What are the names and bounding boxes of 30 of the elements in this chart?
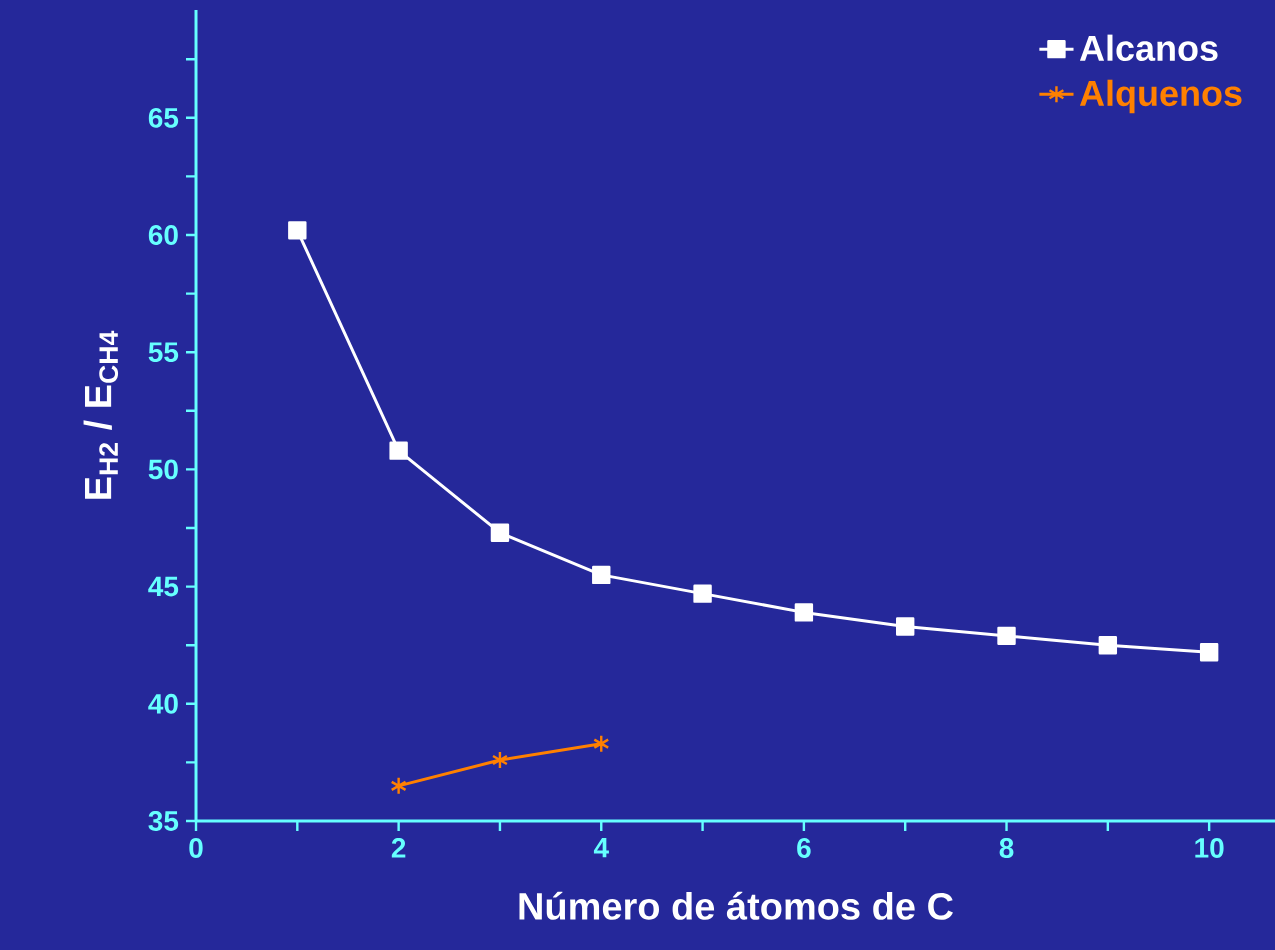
point <box>491 750 509 770</box>
point <box>997 626 1016 646</box>
x-tick-label: 2 <box>391 838 406 858</box>
y-tick-label: 55 <box>148 342 179 362</box>
y-tick-label: 40 <box>148 693 178 714</box>
point <box>1098 636 1118 655</box>
y-axis-title: E$_{H2}$ / E$_{CH4}$ <box>83 330 119 499</box>
point <box>794 603 814 622</box>
point <box>288 221 307 240</box>
point <box>490 523 510 542</box>
legend-label: Alquenos <box>1079 79 1242 114</box>
x-tick-label: 0 <box>189 838 203 858</box>
point <box>389 441 408 460</box>
y-tick-label: 35 <box>148 811 179 831</box>
point <box>1199 643 1219 662</box>
point <box>693 584 712 603</box>
point <box>593 734 610 753</box>
point <box>390 776 407 796</box>
y-tick-label: 45 <box>148 576 179 597</box>
x-axis-title: Número de átomos de C <box>519 891 953 920</box>
legend-label: Alcanos <box>1079 34 1218 62</box>
x-tick-label: 6 <box>797 838 811 858</box>
y-tick-label: 50 <box>148 459 178 480</box>
point <box>896 617 915 636</box>
x-tick-label: 8 <box>999 838 1014 858</box>
x-tick-label: 10 <box>1195 838 1224 858</box>
y-tick-label: 65 <box>148 107 179 128</box>
point <box>592 565 611 585</box>
y-tick-label: 60 <box>148 225 178 245</box>
x-tick-label: 4 <box>593 838 609 858</box>
